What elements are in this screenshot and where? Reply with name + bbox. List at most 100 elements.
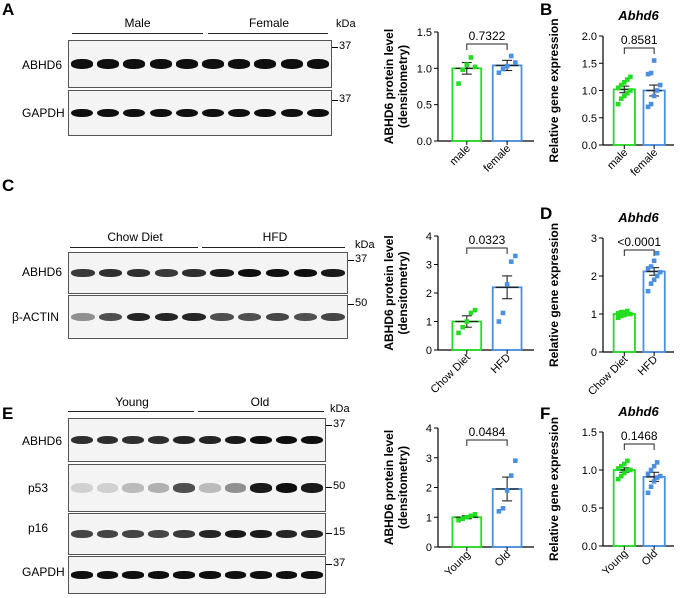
- blot-band: [250, 571, 272, 579]
- y-tick-label: 0.0: [582, 140, 597, 152]
- blot-band: [147, 483, 170, 493]
- blot-band: [265, 312, 290, 322]
- data-point: [628, 88, 633, 93]
- data-point: [645, 471, 651, 477]
- y-tick-label: 2: [426, 288, 432, 300]
- data-point: [472, 307, 478, 313]
- panel-label-e: E: [2, 404, 14, 423]
- data-point: [508, 53, 514, 59]
- blot-band: [238, 269, 262, 277]
- blot-e-row-label-p53: p53: [28, 481, 49, 495]
- data-point: [618, 309, 624, 315]
- blot-e-marker-50: 50: [325, 480, 346, 492]
- data-point: [460, 324, 465, 330]
- blot-band: [99, 269, 123, 277]
- data-point: [648, 101, 654, 107]
- blot-c-group-chow: Chow Diet: [107, 230, 163, 244]
- data-point: [615, 315, 621, 321]
- chart-title: Abhd6: [617, 8, 659, 23]
- data-point: [618, 473, 624, 479]
- blot-c-strip-abhd6: [68, 252, 348, 294]
- blot-band: [224, 435, 247, 445]
- bar-chart-c: 0 1 2 3 4 ABHD6 protein level (densitometry) Ch…: [382, 231, 534, 396]
- blot-e-group-old: Old: [250, 395, 270, 409]
- blot-a-group-line-male: [72, 33, 203, 34]
- data-point: [500, 506, 506, 511]
- blot-c-group-hfd: HFD: [262, 230, 288, 244]
- blot-band: [126, 312, 151, 322]
- blot-band: [154, 312, 178, 322]
- blot-band: [173, 435, 195, 445]
- blot-e-kda-label: kDa: [330, 403, 350, 415]
- blot-band: [301, 571, 323, 579]
- data-point: [648, 70, 654, 76]
- data-point: [460, 67, 465, 73]
- blot-band: [254, 108, 277, 118]
- blot-band: [173, 571, 195, 579]
- y-tick-label: 1: [426, 317, 432, 329]
- blot-band: [228, 59, 251, 69]
- data-point: [648, 264, 654, 269]
- category-label: male: [448, 143, 473, 168]
- data-point: [500, 66, 506, 72]
- blot-a-row-label-abhd6: ABHD6: [22, 58, 63, 72]
- p-value-label: 0.8581: [621, 33, 658, 47]
- data-point: [504, 63, 510, 69]
- data-point: [513, 253, 518, 259]
- bar-chart-e: 0 1 2 3 4 ABHD6 protein level (densitometry) Yo…: [382, 423, 534, 579]
- data-point: [622, 93, 627, 99]
- y-tick-label: 0: [591, 347, 597, 359]
- blot-band: [280, 108, 303, 118]
- data-point: [468, 310, 474, 316]
- panel-label-b: B: [540, 0, 553, 19]
- blot-band: [175, 59, 198, 69]
- y-axis-label: (densitometry): [396, 251, 410, 334]
- blot-band: [224, 530, 247, 538]
- data-point: [618, 96, 624, 101]
- data-point: [645, 490, 651, 496]
- data-point: [513, 60, 518, 65]
- data-point: [651, 463, 657, 469]
- y-axis-label: Relative gene expression: [547, 223, 561, 367]
- data-point: [622, 309, 627, 315]
- data-point: [651, 277, 657, 283]
- category-label: female: [628, 147, 660, 179]
- data-point: [456, 330, 461, 336]
- category-label: HFD: [636, 354, 661, 379]
- data-point: [500, 310, 506, 316]
- blot-band: [250, 435, 272, 445]
- data-point: [628, 74, 633, 80]
- data-point: [657, 82, 663, 88]
- blot-e-group-line-young: [68, 411, 194, 412]
- y-tick-label: 3: [426, 453, 432, 465]
- data-point: [628, 311, 633, 317]
- blot-band: [71, 269, 95, 277]
- blot-band: [250, 483, 272, 493]
- blot-band: [149, 59, 172, 69]
- panel-label-d: D: [540, 204, 553, 223]
- bar: [491, 64, 523, 142]
- blot-a-marker-37-bottom: 37: [331, 93, 352, 105]
- blot-band: [306, 59, 329, 69]
- bar-chart-b: 0.0 0.5 1.0 1.5 2.0 Relative gene expression A…: [547, 8, 674, 179]
- bar: [642, 89, 666, 146]
- blot-a-strip-gapdh: [68, 90, 332, 136]
- blot-band: [275, 435, 298, 445]
- bar-chart-d: 0 1 2 3 Relative gene expression Abhd6 Chow Di…: [547, 210, 674, 398]
- blot-e-strip-p53: [68, 464, 326, 512]
- significance-bracket: [466, 43, 508, 50]
- blot-c-group-line-chow: [70, 247, 198, 248]
- data-point: [615, 85, 621, 91]
- blot-e-group-line-old: [198, 411, 324, 412]
- blot-band: [275, 571, 298, 579]
- data-point: [654, 250, 660, 256]
- data-point: [496, 70, 502, 75]
- p-value-label: <0.0001: [617, 235, 661, 249]
- data-point: [654, 475, 660, 480]
- blot-c-row-label-abhd6: ABHD6: [22, 265, 63, 279]
- significance-bracket: [466, 247, 508, 254]
- blot-band: [224, 571, 247, 579]
- data-point: [456, 81, 461, 86]
- data-point: [625, 311, 630, 317]
- y-tick-label: 2.0: [582, 31, 597, 43]
